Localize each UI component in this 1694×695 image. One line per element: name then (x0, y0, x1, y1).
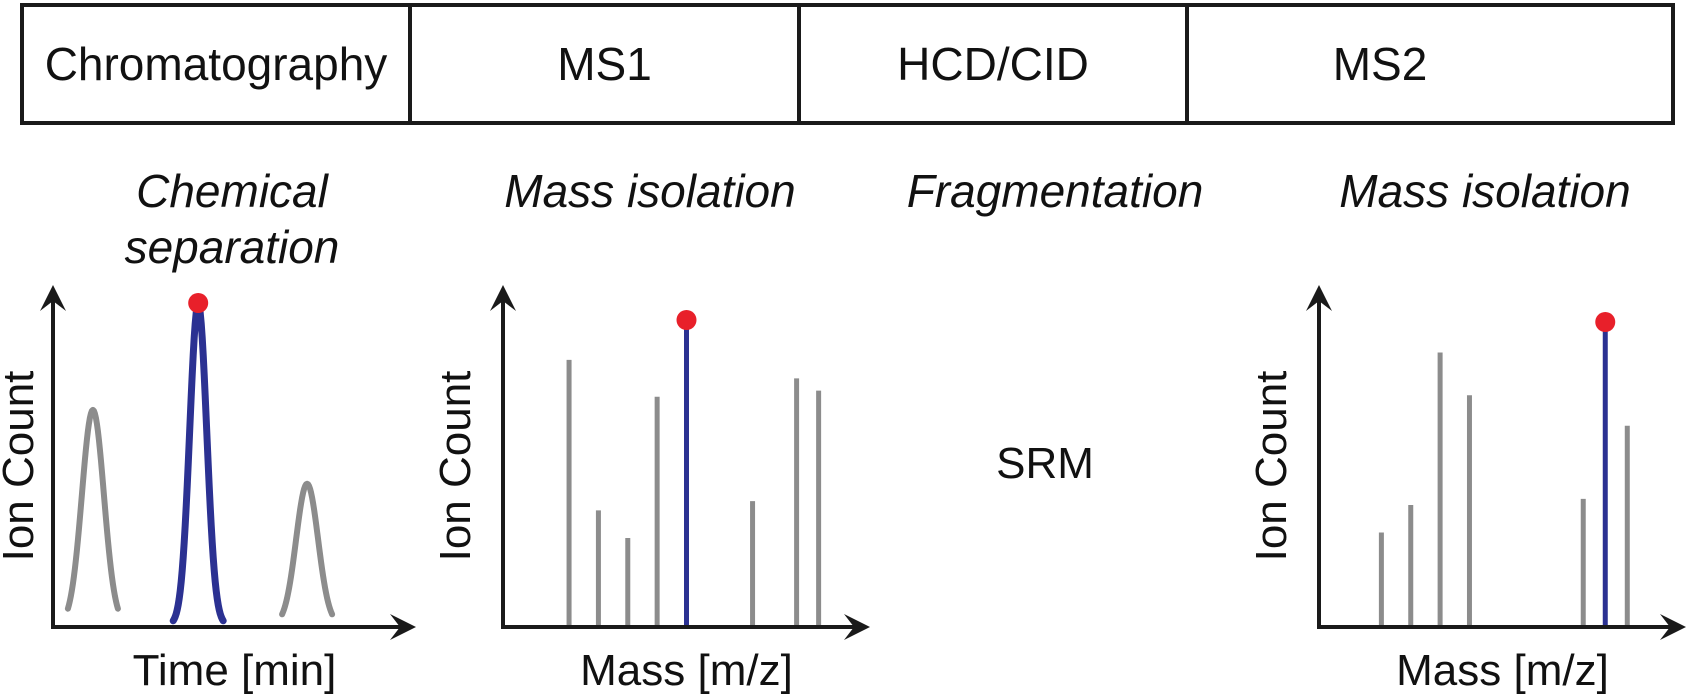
subtitle-fragmentation: Fragmentation (906, 165, 1204, 217)
selected-mass-marker (676, 310, 697, 330)
x-axis-label: Time [min] (133, 646, 337, 695)
x-axis-arrowhead (844, 614, 870, 640)
subtitle-chemical-separation: Chemical separation (52, 163, 412, 275)
subtitle-ms1-mass-isolation: Mass isolation (504, 165, 796, 217)
stage-ms2: MS2 (1332, 38, 1428, 90)
x-axis-label: Mass [m/z] (1396, 646, 1609, 695)
chromatogram-peak (279, 480, 336, 618)
selected-mass-marker (1595, 312, 1616, 332)
stage-chromatography: Chromatography (24, 7, 412, 121)
stage-ms1: MS1 (412, 7, 801, 121)
x-axis-arrowhead (1660, 614, 1686, 640)
ms2-spectrum-panel: Mass [m/z] Ion Count (1247, 285, 1686, 695)
subtitle-line-1: Chemical (136, 165, 328, 217)
chromatogram-panel: Time [min] Ion Count (0, 285, 416, 695)
stage-bar: Chromatography MS1 HCD/CID MS2 (20, 3, 1675, 125)
subtitle-line-2: separation (124, 221, 340, 273)
chromatogram-peak (64, 406, 121, 612)
y-axis-label: Ion Count (0, 371, 43, 562)
y-axis-label: Ion Count (431, 371, 480, 562)
y-axis-arrowhead (490, 285, 516, 311)
stage-hcd-cid: HCD/CID (801, 7, 1189, 121)
selected-peak (169, 300, 227, 625)
y-axis-label: Ion Count (1247, 371, 1296, 562)
srm-label: SRM (996, 439, 1094, 488)
x-axis-arrowhead (390, 614, 416, 640)
y-axis-arrowhead (40, 285, 66, 311)
selected-peak-marker (188, 293, 209, 313)
x-axis-label: Mass [m/z] (580, 646, 793, 695)
y-axis-arrowhead (1306, 285, 1332, 311)
ms1-spectrum-panel: Mass [m/z] Ion Count (431, 285, 870, 695)
subtitle-ms2-mass-isolation: Mass isolation (1339, 165, 1631, 217)
